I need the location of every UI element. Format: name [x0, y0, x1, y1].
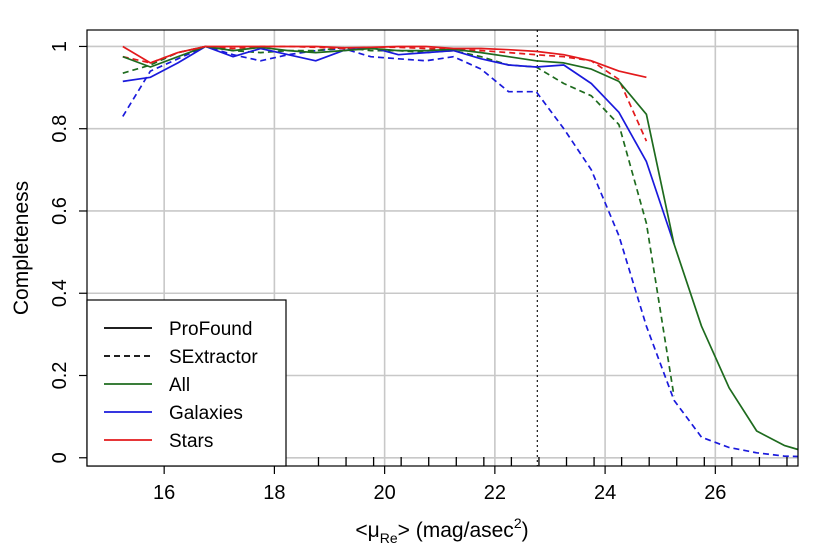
series-line-galaxies-sextractor [122, 45, 799, 458]
x-tick-label: 20 [374, 482, 396, 504]
y-tick-label: 0 [49, 452, 71, 463]
x-tick-label: 26 [704, 482, 726, 504]
x-tick-label: 16 [153, 482, 175, 504]
x-tick-label: 18 [263, 482, 285, 504]
legend: ProFound SExtractor All Galaxies Stars [86, 299, 287, 467]
y-tick-label: 0.4 [49, 279, 71, 307]
y-tick-label: 0.2 [49, 362, 71, 390]
legend-label: Stars [169, 431, 213, 452]
x-axis-label: <μRe> (mag/asec2) [355, 515, 528, 546]
x-tick-label: 24 [594, 482, 616, 504]
x-axis-label-prefix: <μ [355, 519, 379, 542]
x-axis-label-middle: > (mag/asec [398, 519, 514, 542]
series-line-galaxies-profound [122, 45, 675, 245]
y-axis-ticks: 0 0.2 0.4 0.6 0.8 1 [49, 41, 87, 463]
legend-label: SExtractor [169, 347, 258, 368]
y-axis-label: Completeness [10, 181, 33, 315]
series-lines [122, 45, 799, 458]
x-axis-label-suffix: ) [522, 519, 529, 542]
series-line-all-profound [122, 45, 799, 451]
y-tick-label: 0.8 [49, 115, 71, 143]
rug-marks [317, 457, 788, 466]
x-axis-ticks: 16 18 20 22 24 26 [153, 466, 726, 504]
legend-label: ProFound [169, 319, 252, 340]
legend-label: All [169, 375, 190, 396]
y-tick-label: 0.6 [49, 197, 71, 225]
y-tick-label: 1 [49, 41, 71, 52]
x-axis-label-superscript: 2 [514, 515, 522, 531]
series-line-stars-profound [122, 45, 647, 79]
x-axis-label-subscript: Re [380, 530, 398, 546]
x-tick-label: 22 [484, 482, 506, 504]
legend-label: Galaxies [169, 403, 243, 424]
plot-frame [86, 29, 799, 467]
